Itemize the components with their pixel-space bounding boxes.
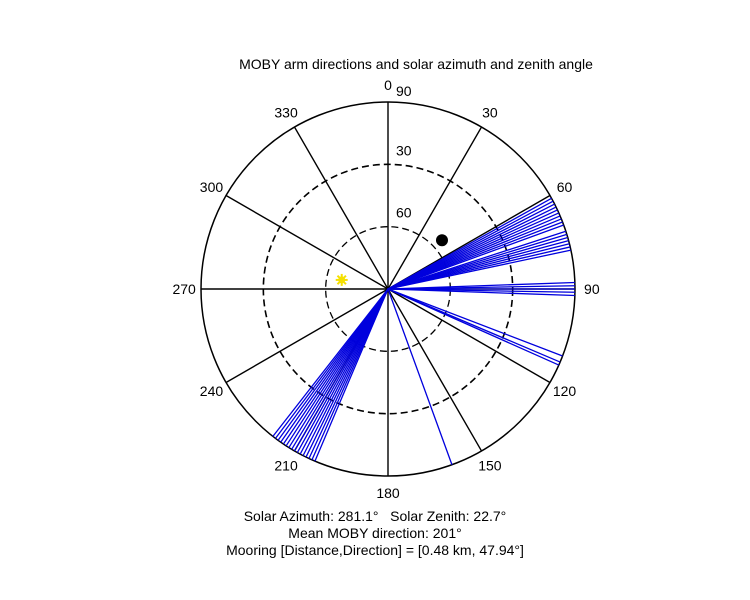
mean-direction-caption: Mean MOBY direction: 201° [288,525,462,541]
arm-line [387,288,453,465]
arm-line [387,288,575,297]
radial-label-60: 60 [396,205,412,221]
angle-label-30: 30 [482,104,498,120]
angle-label-180: 180 [376,485,400,501]
angle-label-270: 270 [172,281,196,297]
mooring-marker [435,234,448,247]
angle-label-330: 330 [274,104,298,120]
radial-label-30: 30 [396,142,412,158]
solar-marker [335,273,348,286]
angle-tick-labels: 0 30 60 90 120 150 180 210 240 270 300 330 [172,77,599,501]
angle-label-300: 300 [200,179,224,195]
angle-label-210: 210 [274,458,298,474]
angle-label-150: 150 [478,458,502,474]
radial-tick-labels: 30 60 90 [396,83,412,221]
angle-label-240: 240 [200,383,224,399]
arm-line [272,288,389,437]
arm-line [387,224,564,290]
angle-label-60: 60 [557,179,573,195]
angle-label-120: 120 [553,383,577,399]
radial-label-90: 90 [396,83,412,99]
angle-label-0: 0 [384,77,392,93]
arm-line [387,249,572,290]
arm-line [387,288,560,366]
chart-title: MOBY arm directions and solar azimuth an… [239,56,593,72]
angle-label-90: 90 [584,281,600,297]
arm-directions [272,197,575,465]
solar-caption: Solar Azimuth: 281.1° Solar Zenith: 22.7… [243,508,507,524]
markers [335,234,448,286]
arm-line [387,288,563,357]
mooring-caption: Mooring [Distance,Direction] = [0.48 km,… [226,542,524,558]
